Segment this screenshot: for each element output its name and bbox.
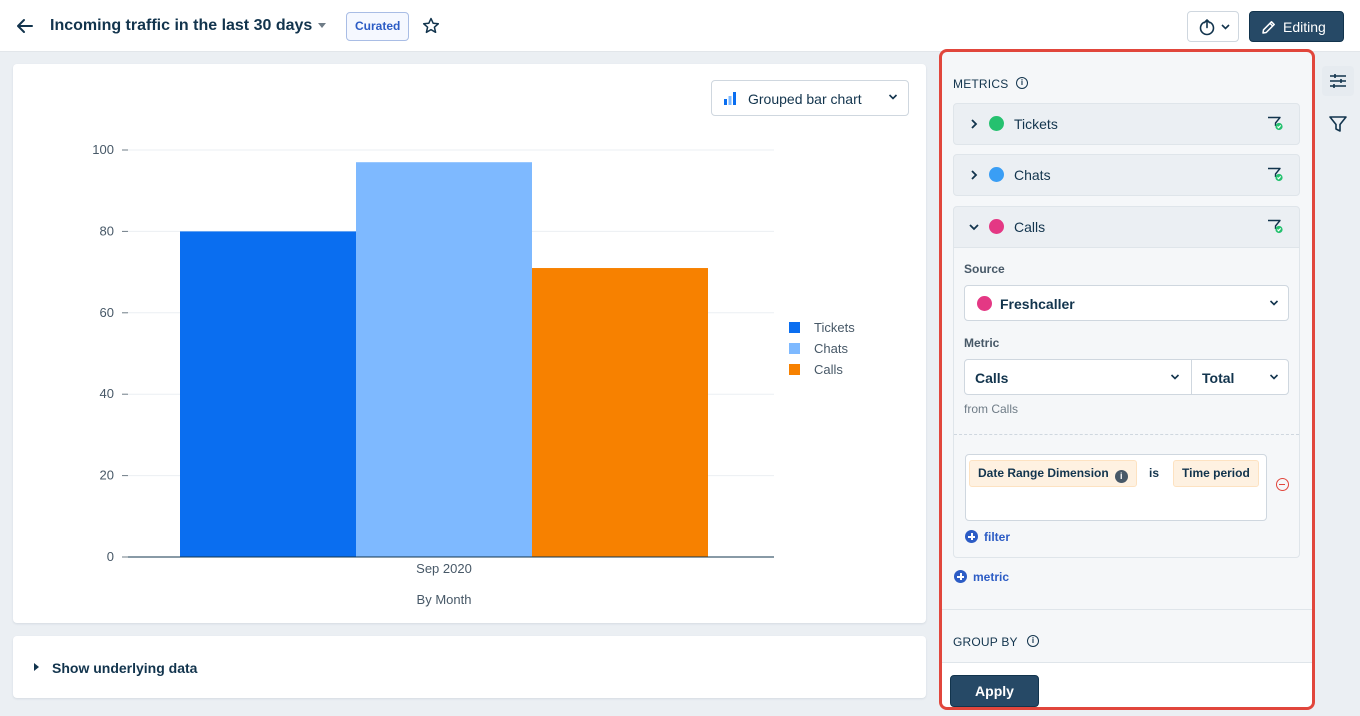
calls-metric-config: Source Freshcaller Metric Calls Total fr… [953, 248, 1300, 558]
metric-row-tickets[interactable]: Tickets [953, 103, 1300, 145]
info-icon[interactable]: i [1114, 470, 1128, 483]
page-title: Incoming traffic in the last 30 days [50, 17, 313, 34]
filter-value: Time period [1182, 466, 1250, 480]
info-icon[interactable]: i [1027, 635, 1039, 647]
star-icon[interactable] [421, 16, 441, 36]
source-select[interactable]: Freshcaller [964, 285, 1289, 321]
bar-chart-icon [724, 92, 736, 105]
back-arrow-icon[interactable] [14, 14, 36, 38]
pencil-icon [1262, 21, 1275, 34]
from-text: from Calls [964, 402, 1019, 416]
calls-icon [989, 219, 1004, 234]
chevron-right-icon [971, 170, 978, 180]
remove-filter-icon[interactable] [1276, 478, 1289, 491]
chats-icon [989, 167, 1004, 182]
filter-condition: Date Range Dimension i is Time period [965, 454, 1267, 521]
chevron-down-icon [1269, 300, 1279, 306]
legend-label: Chats [814, 341, 848, 356]
filter-dimension: Date Range Dimension [978, 466, 1109, 480]
metric-value: Calls [975, 370, 1009, 386]
export-button[interactable] [1187, 11, 1239, 42]
page-header: Incoming traffic in the last 30 days Cur… [0, 0, 1360, 52]
legend-swatch [789, 322, 800, 333]
divider [942, 662, 1312, 663]
metric-label: Calls [1014, 219, 1046, 235]
chevron-down-icon [1269, 374, 1279, 380]
caret-down-icon[interactable] [318, 23, 326, 28]
freshcaller-icon [977, 296, 992, 311]
add-filter-icon[interactable] [965, 530, 978, 543]
filter-applied-icon[interactable] [1267, 167, 1284, 182]
metric-label: Chats [1014, 167, 1051, 183]
filter-dimension-chip[interactable]: Date Range Dimension i [969, 460, 1137, 487]
chevron-down-icon [1170, 374, 1180, 380]
show-underlying-data-label: Show underlying data [52, 660, 198, 676]
add-filter-link[interactable]: filter [984, 530, 1011, 544]
metrics-panel: METRICS i Tickets Chats Calls [939, 49, 1315, 710]
add-metric-icon[interactable] [954, 570, 967, 583]
aggregate-select[interactable]: Total [1191, 359, 1289, 395]
editing-button[interactable]: Editing [1249, 11, 1344, 42]
divider [942, 609, 1312, 610]
metrics-section-title: METRICS [953, 77, 1009, 91]
add-metric-link[interactable]: metric [973, 570, 1010, 584]
export-icon [1199, 18, 1215, 36]
y-tick-label: 0 [107, 549, 114, 564]
y-tick-label: 40 [100, 386, 114, 401]
y-tick-label: 80 [100, 223, 114, 238]
filter-applied-icon[interactable] [1267, 116, 1284, 131]
metric-row-chats[interactable]: Chats [953, 154, 1300, 196]
filter-operator: is [1149, 466, 1160, 480]
chevron-right-icon [971, 119, 978, 129]
legend-label: Tickets [814, 320, 855, 335]
bar-tickets [180, 231, 356, 557]
apply-button[interactable]: Apply [950, 675, 1039, 707]
metric-row-calls[interactable]: Calls [953, 206, 1300, 248]
chart-type-label: Grouped bar chart [748, 91, 862, 107]
editing-label: Editing [1283, 19, 1326, 35]
chevron-down-icon [1221, 24, 1230, 30]
x-axis-title: By Month [417, 592, 472, 607]
chart-type-select[interactable]: Grouped bar chart [711, 80, 909, 116]
metric-label: Metric [964, 336, 1000, 350]
sliders-icon [1330, 74, 1346, 88]
chevron-down-icon [888, 94, 898, 100]
chevron-down-icon [969, 224, 979, 231]
metric-label: Tickets [1014, 116, 1058, 132]
y-tick-label: 20 [100, 468, 114, 483]
curated-badge: Curated [346, 12, 410, 41]
filter-applied-icon[interactable] [1267, 219, 1284, 234]
divider [954, 434, 1299, 435]
aggregate-value: Total [1202, 370, 1235, 386]
show-underlying-data-toggle[interactable]: Show underlying data [13, 636, 926, 698]
grouped-bar-chart: 0 20 40 60 80 100 Sep 2020 By Month Tickets Chats… [92, 142, 855, 607]
legend-label: Calls [814, 362, 843, 377]
chart-card: Grouped bar chart 0 20 40 60 80 100 Sep 2020 By… [13, 64, 926, 623]
info-icon[interactable]: i [1016, 77, 1028, 89]
y-tick-label: 60 [100, 305, 114, 320]
legend-swatch [789, 343, 800, 354]
filter-icon [1329, 116, 1347, 132]
caret-right-icon [34, 663, 39, 671]
group-by-section-title: GROUP BY [953, 635, 1018, 649]
metric-select[interactable]: Calls [964, 359, 1192, 395]
y-tick-label: 100 [92, 142, 114, 157]
bar-chats [356, 162, 532, 557]
source-value: Freshcaller [1000, 296, 1075, 312]
filter-value-chip[interactable]: Time period [1173, 460, 1259, 487]
bar-calls [532, 268, 708, 557]
apply-bar: Apply [942, 662, 1312, 707]
x-tick-label: Sep 2020 [416, 561, 472, 576]
tickets-icon [989, 116, 1004, 131]
settings-panel-button[interactable] [1322, 66, 1354, 96]
filter-panel-button[interactable] [1322, 109, 1354, 139]
source-label: Source [964, 262, 1005, 276]
legend-swatch [789, 364, 800, 375]
